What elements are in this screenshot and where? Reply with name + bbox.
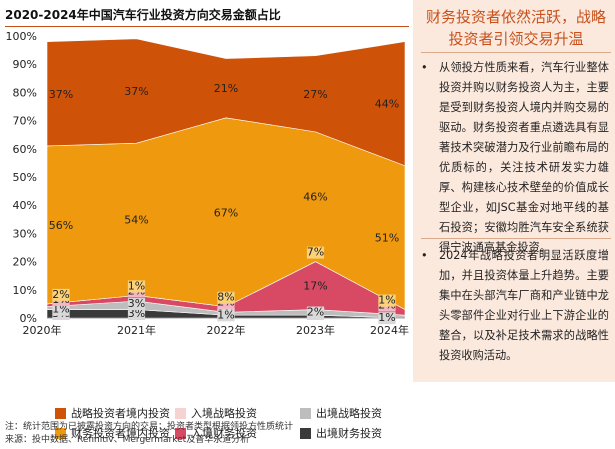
data-label: 1% xyxy=(378,311,395,324)
bullet-text: 2024年战略投资者明显活跃度增加，并且投资体量上升趋势。主要集中在头部汽车厂商… xyxy=(439,249,609,362)
commentary-panel: 财务投资者依然活跃，战略投资者引领交易升温 • 从领投方性质来看，汽车行业整体投… xyxy=(413,0,615,382)
data-label: 27% xyxy=(303,88,327,101)
area-战略投资者境内投资 xyxy=(46,38,406,167)
legend-label: 出境财务投资 xyxy=(316,427,382,440)
legend-label: 战略投资者境内投资 xyxy=(71,407,170,420)
legend-swatch xyxy=(175,427,186,439)
data-label-bg xyxy=(306,246,325,259)
x-axis: 2020年 2021年 2022年 2023年 2024年 xyxy=(23,317,409,337)
data-label-bg xyxy=(127,280,146,293)
legend-label: 入境财务投资 xyxy=(191,427,257,440)
data-label: 3% xyxy=(128,297,145,310)
panel-divider xyxy=(421,52,611,53)
legend-item: 入境战略投资 xyxy=(175,405,257,421)
legend-swatch xyxy=(300,407,311,419)
data-label: 21% xyxy=(214,82,238,95)
data-label: 46% xyxy=(303,191,327,204)
y-tick-label: 80% xyxy=(13,86,37,99)
chart-title: 2020-2024年中国汽车行业投资方向交易金额占比 xyxy=(5,4,409,27)
y-tick-label: 30% xyxy=(13,227,37,240)
bullet-text: 从领投方性质来看，汽车行业整体投资并购以财务投资人为主，主要是受到财务投资人境内… xyxy=(439,61,609,254)
area-layers xyxy=(46,38,406,319)
data-label: 56% xyxy=(49,219,73,232)
legend-label: 财务投资者境内投资 xyxy=(71,427,170,440)
data-label: 8% xyxy=(217,291,234,304)
stacked-area-chart: 0%10%20%30%40%50%60%70%80%90%100% 2020年 2… xyxy=(6,30,409,337)
data-label: 3% xyxy=(128,307,145,320)
data-label: 17% xyxy=(303,280,327,293)
legend-item: 出境战略投资 xyxy=(300,405,382,421)
y-tick-label: 90% xyxy=(13,58,37,71)
legend-swatch xyxy=(55,407,66,419)
bullet-dot-icon: • xyxy=(421,61,428,74)
data-label-bg xyxy=(127,308,146,320)
bullet-item: • 2024年战略投资者明显活跃度增加，并且投资体量上升趋势。主要集中在头部汽车… xyxy=(421,246,609,366)
data-label-bg xyxy=(217,309,235,322)
data-label-bg xyxy=(306,306,325,319)
legend-label: 出境战略投资 xyxy=(316,407,382,420)
y-tick-label: 40% xyxy=(13,199,37,212)
data-label: 37% xyxy=(124,85,148,98)
legend-swatch xyxy=(55,427,66,439)
data-label-bg xyxy=(378,294,396,307)
x-tick-label: 2020年 xyxy=(23,323,62,337)
y-axis: 0% 10% 20% 30% 40% 50% 60% 70% 80% 90% 100% xyxy=(6,30,37,325)
data-label: 44% xyxy=(375,98,399,111)
x-tick-label: 2023年 xyxy=(296,323,335,337)
data-label: 54% xyxy=(124,213,148,226)
data-label: 67% xyxy=(214,206,238,219)
panel-title: 财务投资者依然活跃，战略投资者引领交易升温 xyxy=(425,8,606,48)
legend-swatch xyxy=(175,407,186,419)
y-tick-label: 0% xyxy=(20,312,37,325)
source-note: 来源：投中数据、Refinitiv、Mergermarket及普华永道分析 xyxy=(5,435,250,445)
data-label: 37% xyxy=(49,88,73,101)
y-tick-label: 50% xyxy=(13,171,37,184)
data-label-bg xyxy=(217,291,235,304)
y-tick-label: 60% xyxy=(13,143,37,156)
data-label: 1% xyxy=(378,294,395,307)
x-tick-label: 2024年 xyxy=(370,323,409,337)
data-label-bg xyxy=(127,298,146,311)
data-label-bg xyxy=(52,303,70,316)
bullet-item: • 从领投方性质来看，汽车行业整体投资并购以财务投资人为主，主要是受到财务投资人… xyxy=(421,58,609,258)
data-label-bg xyxy=(378,312,396,325)
data-label: 7% xyxy=(307,246,324,259)
legend-item: 财务投资者境内投资 xyxy=(55,425,170,441)
legend-swatch xyxy=(300,427,311,439)
footnote: 注：统计范围为已披露投资方向的交易；投资者类型根据领投方性质统计 xyxy=(5,422,294,432)
bullet-dot-icon: • xyxy=(421,249,428,262)
legend-label: 入境战略投资 xyxy=(191,407,257,420)
y-tick-label: 70% xyxy=(13,115,37,128)
x-tick-label: 2021年 xyxy=(117,323,156,337)
data-label: 51% xyxy=(375,232,399,245)
legend-item: 出境财务投资 xyxy=(300,425,382,441)
x-tick-label: 2022年 xyxy=(207,323,246,337)
y-tick-label: 20% xyxy=(13,256,37,269)
bullet-divider xyxy=(421,238,611,239)
legend-item: 入境财务投资 xyxy=(175,425,257,441)
data-label: 2% xyxy=(307,306,324,319)
y-tick-label: 100% xyxy=(6,30,37,43)
legend-item: 战略投资者境内投资 xyxy=(55,405,170,421)
data-labels: 3%3%1%1%1%3%1%2%1%1%2%2%17%2%56%54%67%46… xyxy=(49,82,399,325)
data-label: 1% xyxy=(217,308,234,321)
data-label: 1% xyxy=(128,279,145,292)
data-label: 1% xyxy=(52,303,69,316)
data-label: 2% xyxy=(52,288,69,301)
y-tick-label: 10% xyxy=(13,284,37,297)
data-label-bg xyxy=(52,288,70,301)
